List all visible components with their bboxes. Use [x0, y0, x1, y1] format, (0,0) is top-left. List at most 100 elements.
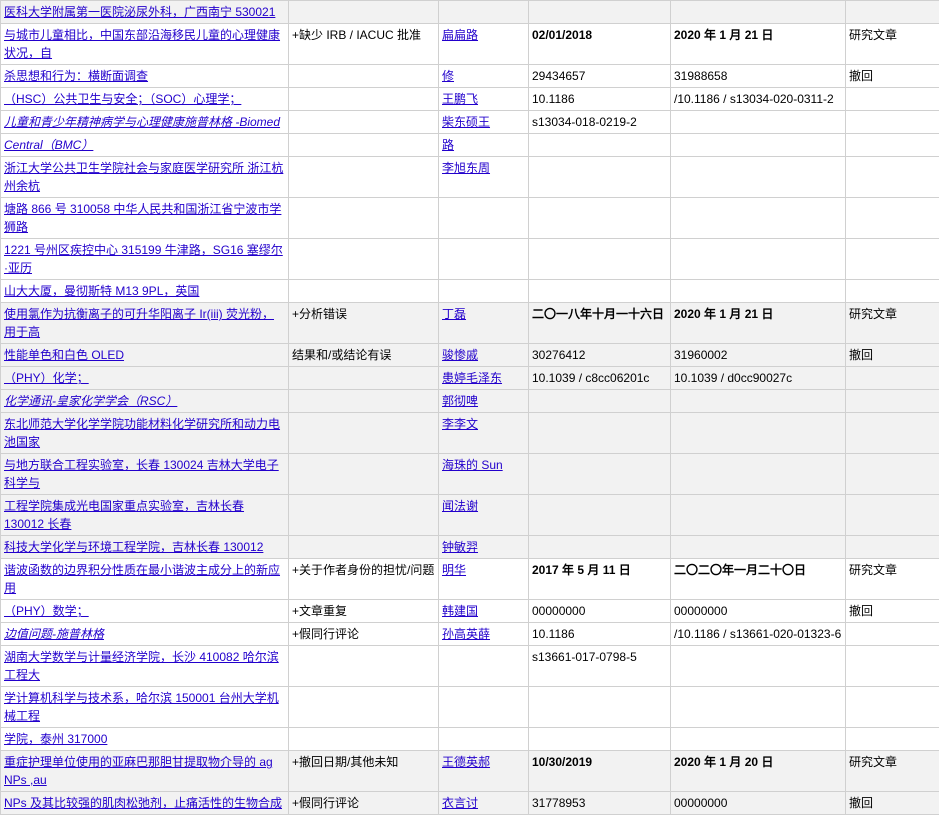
table-row: 学院，泰州 317000: [1, 728, 939, 751]
cell-link[interactable]: 海珠的 Sun: [442, 458, 503, 472]
cell-link[interactable]: 与地方联合工程实验室，长春 130024 吉林大学电子科学与: [4, 458, 279, 490]
table-row: Central（BMC） 路: [1, 134, 939, 157]
cell-link[interactable]: 闻法谢: [442, 499, 478, 513]
cell-text: 二〇一八年十月一十六日: [532, 307, 664, 321]
table-row: 儿童和青少年精神病学与心理健康施普林格 -Biomed 柴东硕王 s13034-01…: [1, 111, 939, 134]
retractions-table: 医科大学附属第一医院泌尿外科，广西南宁 530021 与城市儿童相比，中国东部沿海…: [0, 0, 939, 815]
cell-link[interactable]: 韩建国: [442, 604, 478, 618]
cell-text: 10/30/2019: [532, 755, 592, 769]
cell-text: 10.1186: [532, 627, 575, 641]
cell-text: s13661-017-0798-5: [532, 650, 637, 664]
cell-text: 撤回: [849, 796, 873, 810]
cell-link[interactable]: 医科大学附属第一医院泌尿外科，广西南宁 530021: [4, 5, 275, 19]
cell-text: 30276412: [532, 348, 585, 362]
cell-text: 29434657: [532, 69, 585, 83]
cell-text: 02/01/2018: [532, 28, 592, 42]
cell-text: 00000000: [674, 604, 727, 618]
table-row: 湖南大学数学与计量经济学院，长沙 410082 哈尔滨工程大 s13661-017…: [1, 646, 939, 687]
cell-link[interactable]: 性能单色和白色 OLED: [4, 348, 124, 362]
cell-link[interactable]: NPs 及其比较强的肌肉松弛剂，止痛活性的生物合成: [4, 796, 282, 810]
cell-link[interactable]: 王鹏飞: [442, 92, 478, 106]
cell-text: /10.1186 / s13034-020-0311-2: [674, 92, 834, 106]
cell-text: 31778953: [532, 796, 585, 810]
cell-link[interactable]: 李旭东周: [442, 161, 490, 175]
cell-text: 00000000: [532, 604, 585, 618]
cell-text: +关于作者身份的担忧/问题: [292, 563, 434, 577]
cell-text: +文章重复: [292, 604, 347, 618]
table-row: 与城市儿童相比，中国东部沿海移民儿童的心理健康状况，自 +缺少 IRB / IAC…: [1, 24, 939, 65]
cell-link[interactable]: 谐波函数的边界积分性质在最小谐波主成分上的新应用: [4, 563, 280, 595]
cell-link[interactable]: （HSC）公共卫生与安全；（SOC）心理学；: [4, 92, 241, 106]
table-row: 化学通讯-皇家化学学会（RSC） 郭彻啤: [1, 390, 939, 413]
cell-link[interactable]: 学计算机科学与技术系，哈尔滨 150001 台州大学机械工程: [4, 691, 279, 723]
table-row: 工程学院集成光电国家重点实验室，吉林长春 130012 长春 闻法谢: [1, 495, 939, 536]
cell-text: +撤回日期/其他未知: [292, 755, 398, 769]
cell-text: 2020 年 1 月 21 日: [674, 28, 773, 42]
cell-link[interactable]: 浙江大学公共卫生学院社会与家庭医学研究所 浙江杭州余杭: [4, 161, 283, 193]
cell-link[interactable]: 工程学院集成光电国家重点实验室，吉林长春 130012 长春: [4, 499, 244, 531]
cell-link[interactable]: 丁磊: [442, 307, 466, 321]
cell-link[interactable]: 患婷毛泽东: [442, 371, 502, 385]
cell-link[interactable]: （PHY）化学；: [4, 371, 89, 385]
table-row: 边值问题-施普林格+假同行评论孙高英薛10.1186/10.1186 / s13…: [1, 623, 939, 646]
cell-link[interactable]: 李李文: [442, 417, 478, 431]
cell-text: 撤回: [849, 604, 873, 618]
cell-link[interactable]: 使用氯作为抗衡离子的可升华阳离子 Ir(iii) 荧光粉，用于高: [4, 307, 274, 339]
table-row: 使用氯作为抗衡离子的可升华阳离子 Ir(iii) 荧光粉，用于高 +分析错误 丁磊 二…: [1, 303, 939, 344]
cell-link[interactable]: 1221 号州区疾控中心 315199 牛津路，SG16 塞缪尔·亚历: [4, 243, 283, 275]
table-row: 性能单色和白色 OLED结果和/或结论有误骏惨戚3027641231960002…: [1, 344, 939, 367]
cell-text: 撤回: [849, 69, 873, 83]
table-row: NPs 及其比较强的肌肉松弛剂，止痛活性的生物合成 +假同行评论 衣言讨 317789…: [1, 792, 939, 815]
cell-text: 2020 年 1 月 21 日: [674, 307, 773, 321]
table-row: （PHY）数学； +文章重复 韩建国 00000000 00000000 撤回: [1, 600, 939, 623]
cell-link[interactable]: 郭彻啤: [442, 394, 478, 408]
cell-text: +缺少 IRB / IACUC 批准: [292, 28, 421, 42]
table-row: 东北师范大学化学学院功能材料化学研究所和动力电池国家 李李文: [1, 413, 939, 454]
cell-link[interactable]: 山大大厦，曼彻斯特 M13 9PL，英国: [4, 284, 199, 298]
cell-link[interactable]: 衣言讨: [442, 796, 478, 810]
cell-link[interactable]: 钟敏羿: [442, 540, 478, 554]
cell-link[interactable]: 骏惨戚: [442, 348, 478, 362]
cell-link[interactable]: 学院，泰州 317000: [4, 732, 107, 746]
cell-text: s13034-018-0219-2: [532, 115, 637, 129]
cell-link[interactable]: 塘路 866 号 310058 中华人民共和国浙江省宁波市学狮路: [4, 202, 281, 234]
cell-link[interactable]: 科技大学化学与环境工程学院，吉林长春 130012: [4, 540, 263, 554]
cell-text: 2017 年 5 月 11 日: [532, 563, 631, 577]
cell-text: 31988658: [674, 69, 727, 83]
cell-link[interactable]: 孙高英薛: [442, 627, 490, 641]
cell-link[interactable]: 东北师范大学化学学院功能材料化学研究所和动力电池国家: [4, 417, 280, 449]
cell-link[interactable]: 湖南大学数学与计量经济学院，长沙 410082 哈尔滨工程大: [4, 650, 279, 682]
cell-link[interactable]: 路: [442, 138, 454, 152]
cell-text: 研究文章: [849, 28, 897, 42]
cell-link[interactable]: （PHY）数学；: [4, 604, 89, 618]
table-row: 科技大学化学与环境工程学院，吉林长春 130012 钟敏羿: [1, 536, 939, 559]
table-row: 学计算机科学与技术系，哈尔滨 150001 台州大学机械工程: [1, 687, 939, 728]
cell-text: +分析错误: [292, 307, 347, 321]
cell-text: 00000000: [674, 796, 727, 810]
cell-link[interactable]: 柴东硕王: [442, 115, 490, 129]
cell-text: 结果和/或结论有误: [292, 348, 391, 362]
cell-link[interactable]: 儿童和青少年精神病学与心理健康施普林格 -Biomed: [4, 115, 280, 129]
cell-link[interactable]: 修: [442, 69, 454, 83]
cell-link[interactable]: 王德英郝: [442, 755, 490, 769]
cell-text: /10.1186 / s13661-020-01323-6: [674, 627, 841, 641]
table-row: 杀思想和行为：横断面调查 修 29434657 31988658 撤回: [1, 65, 939, 88]
cell-link[interactable]: 扁扁路: [442, 28, 478, 42]
cell-text: 研究文章: [849, 563, 897, 577]
cell-text: +假同行评论: [292, 796, 359, 810]
cell-link[interactable]: 重症护理单位使用的亚麻巴那胆甘提取物介导的 ag NPs ,au: [4, 755, 273, 787]
cell-text: 研究文章: [849, 307, 897, 321]
cell-text: 10.1039 / d0cc90027c: [674, 371, 792, 385]
table-row: 谐波函数的边界积分性质在最小谐波主成分上的新应用 +关于作者身份的担忧/问题明华 2…: [1, 559, 939, 600]
cell-link[interactable]: 杀思想和行为：横断面调查: [4, 69, 148, 83]
cell-link[interactable]: 明华: [442, 563, 466, 577]
cell-link[interactable]: 与城市儿童相比，中国东部沿海移民儿童的心理健康状况，自: [4, 28, 280, 60]
cell-text: 二〇二〇年一月二十〇日: [674, 563, 806, 577]
cell-link[interactable]: Central（BMC）: [4, 138, 93, 152]
table-row: （PHY）化学； 患婷毛泽东 10.1039 / c8cc06201c 10.1039…: [1, 367, 939, 390]
cell-text: 10.1039 / c8cc06201c: [532, 371, 649, 385]
cell-link[interactable]: 化学通讯-皇家化学学会（RSC）: [4, 394, 177, 408]
cell-link[interactable]: 边值问题-施普林格: [4, 627, 104, 641]
table-row: 山大大厦，曼彻斯特 M13 9PL，英国: [1, 280, 939, 303]
table-row: 1221 号州区疾控中心 315199 牛津路，SG16 塞缪尔·亚历: [1, 239, 939, 280]
